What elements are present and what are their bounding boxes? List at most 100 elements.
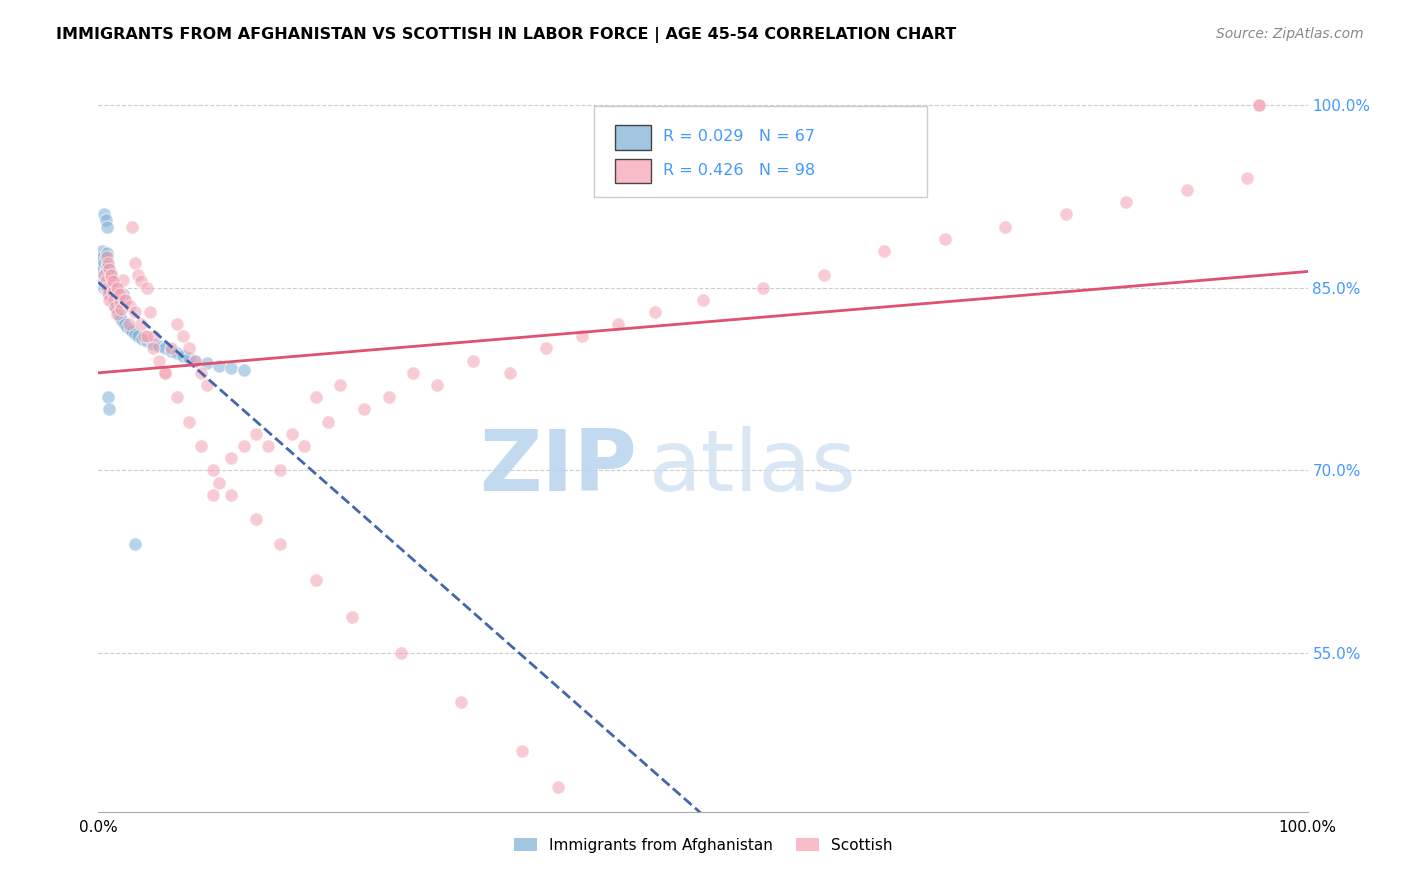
Point [124,256,146,270]
Point [135,280,157,294]
Point [124,326,146,341]
Point [107,280,129,294]
Point [131,332,153,346]
Point [934,232,956,246]
Point [124,536,146,550]
Point [96,250,118,264]
Point [118,322,141,336]
Point [232,363,254,377]
Point [245,426,267,441]
Point [91,244,114,258]
Point [179,415,201,429]
Point [101,295,124,310]
Point [101,275,124,289]
Point [135,334,157,348]
Point [117,319,139,334]
Point [1115,195,1137,210]
Point [127,268,149,283]
Point [105,280,128,294]
Point [90,256,112,270]
Point [166,346,188,360]
Point [114,317,136,331]
Point [97,256,120,270]
Point [101,285,124,300]
Text: IMMIGRANTS FROM AFGHANISTAN VS SCOTTISH IN LABOR FORCE | AGE 45-54 CORRELATION C: IMMIGRANTS FROM AFGHANISTAN VS SCOTTISH … [56,27,956,43]
Point [96,246,118,260]
Point [111,273,134,287]
Point [148,353,170,368]
Point [305,390,328,404]
Point [104,300,127,314]
Point [160,343,183,358]
Point [105,290,128,304]
Point [98,402,121,417]
Point [208,475,231,490]
Text: R = 0.426   N = 98: R = 0.426 N = 98 [664,162,815,178]
Point [98,286,121,301]
Point [100,278,122,293]
Point [142,336,165,351]
Point [510,744,533,758]
Point [91,262,114,277]
Point [305,573,328,587]
Point [97,270,120,285]
Point [96,219,118,234]
Point [94,213,117,227]
Point [256,439,278,453]
Point [245,512,267,526]
Point [139,305,162,319]
Point [111,315,134,329]
Point [153,366,176,380]
Point [190,366,212,380]
Point [232,439,254,453]
Point [607,317,630,331]
Point [93,268,115,283]
Point [134,329,156,343]
Point [813,268,835,283]
Point [342,609,364,624]
Point [108,288,131,302]
Point [100,266,122,280]
Point [110,312,132,326]
Point [108,286,131,301]
Point [172,349,194,363]
Point [172,329,194,343]
Point [93,275,115,289]
Point [101,283,124,297]
Point [94,275,117,289]
Point [110,302,132,317]
Point [114,293,136,307]
Point [118,317,141,331]
Point [103,297,125,311]
Point [873,244,896,258]
Point [426,378,449,392]
Point [91,268,114,283]
Point [127,329,149,343]
Point [195,378,218,392]
Point [389,646,412,660]
Point [124,305,146,319]
Point [1054,207,1077,221]
Point [96,280,118,294]
Point [135,329,157,343]
Point [269,463,291,477]
Text: atlas: atlas [648,426,856,509]
Point [114,293,136,307]
Point [184,353,207,368]
Point [121,219,143,234]
Point [221,361,243,376]
Point [142,342,165,356]
Point [281,426,304,441]
Point [202,488,225,502]
Point [103,293,125,307]
Text: ZIP: ZIP [479,426,637,509]
Point [1249,97,1271,112]
Point [190,439,212,453]
Point [104,300,127,314]
Point [450,695,472,709]
Point [1236,170,1258,185]
Point [100,268,122,283]
Point [179,351,201,366]
Point [166,390,188,404]
Point [105,307,128,321]
